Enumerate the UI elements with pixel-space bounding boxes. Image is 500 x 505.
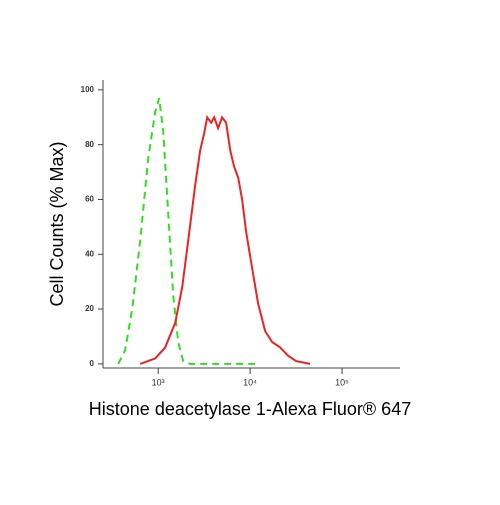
x-axis-label: Histone deacetylase 1-Alexa Fluor® 647 bbox=[89, 399, 411, 419]
x-tick-label: 10⁴ bbox=[243, 377, 257, 387]
x-tick-label: 10³ bbox=[152, 377, 165, 387]
y-tick-label: 0 bbox=[90, 359, 95, 368]
y-tick-label: 40 bbox=[85, 249, 94, 258]
y-tick-label: 100 bbox=[81, 85, 95, 94]
histogram-line bbox=[139, 114, 311, 365]
y-tick-label: 80 bbox=[85, 140, 94, 149]
x-tick-label: 10⁵ bbox=[335, 377, 349, 387]
y-tick-label: 60 bbox=[85, 195, 94, 204]
histogram-line bbox=[117, 97, 261, 365]
y-tick-label: 20 bbox=[85, 304, 94, 313]
y-axis-label: Cell Counts (% Max) bbox=[47, 141, 67, 306]
